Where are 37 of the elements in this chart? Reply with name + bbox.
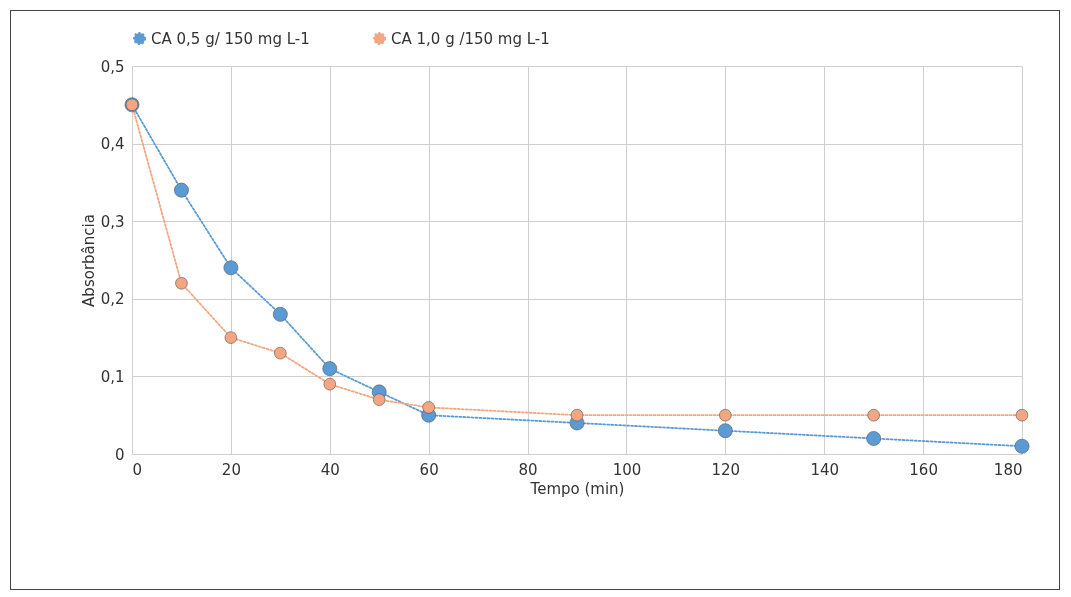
x-tick-label: 100 <box>612 460 642 479</box>
point <box>1014 438 1030 454</box>
point <box>373 393 386 406</box>
y-tick-label: 0,1 <box>100 367 125 386</box>
y-axis-title: Absorbância <box>79 214 98 307</box>
point <box>867 409 880 422</box>
point <box>175 277 188 290</box>
point <box>422 401 435 414</box>
x-tick-label: 120 <box>711 460 741 479</box>
x-tick-label: 80 <box>518 460 538 479</box>
x-tick-label: 40 <box>320 460 340 479</box>
y-tick-label: 0,3 <box>100 212 125 231</box>
y-tick-label: 0,4 <box>100 135 125 154</box>
x-axis-title: Tempo (min) <box>529 479 625 498</box>
x-tick-label: 180 <box>993 460 1023 479</box>
y-tick-label: 0 <box>114 445 125 464</box>
y-tick-label: 0,2 <box>100 290 125 309</box>
point <box>717 423 733 439</box>
point <box>224 331 238 344</box>
x-tick-label: 160 <box>909 460 938 479</box>
point <box>272 306 288 322</box>
x-tick-label: 0 <box>132 460 143 479</box>
point <box>323 377 336 391</box>
point <box>274 346 287 360</box>
point <box>174 182 189 198</box>
y-tick-label: 0,5 <box>100 57 125 76</box>
legend-label: CA 0,5 g/ 150 mg L-1 <box>151 29 310 48</box>
point <box>570 409 584 422</box>
x-tick-label: 140 <box>810 460 840 479</box>
point <box>223 260 239 276</box>
point <box>719 409 732 422</box>
point <box>1015 409 1029 422</box>
x-tick-label: 20 <box>221 460 241 479</box>
point <box>322 361 338 376</box>
point <box>866 431 882 446</box>
x-tick-label: 60 <box>419 460 439 479</box>
legend-label: CA 1,0 g /150 mg L-1 <box>391 29 550 48</box>
